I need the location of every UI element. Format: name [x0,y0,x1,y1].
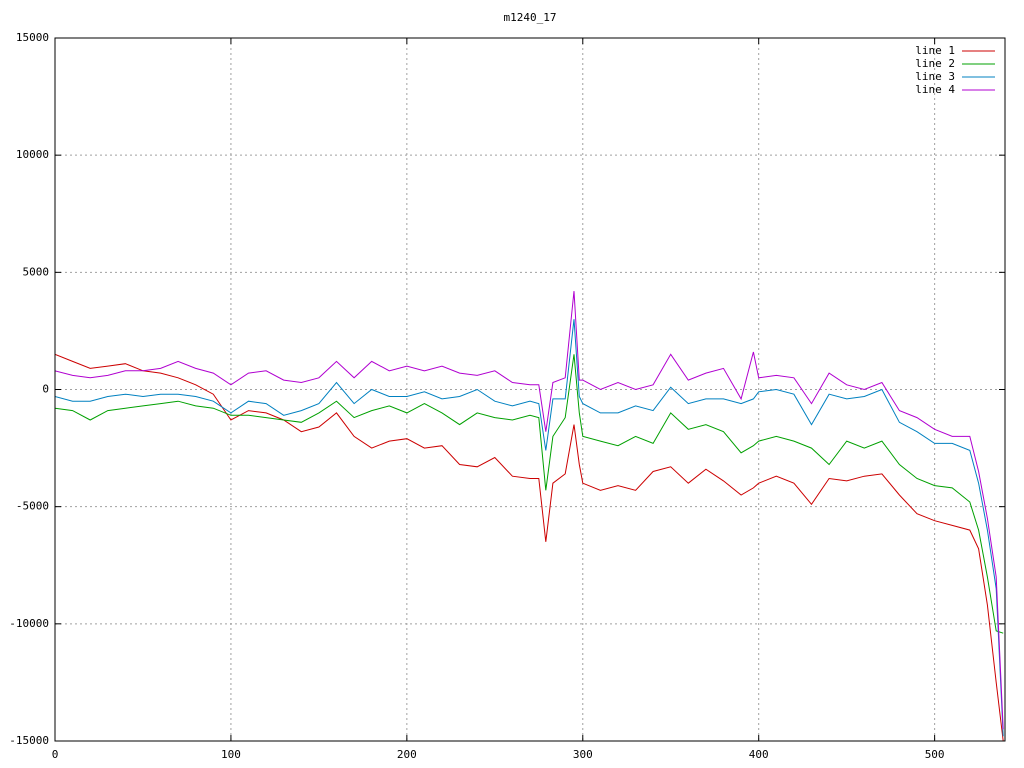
x-tick-label: 400 [749,748,769,761]
x-tick-label: 500 [925,748,945,761]
y-tick-label: -5000 [16,500,49,513]
x-tick-label: 200 [397,748,417,761]
chart-title: m1240_17 [504,11,557,24]
line-series [55,353,1004,741]
line-series [55,291,1004,730]
x-tick-label: 0 [52,748,59,761]
plot-border [54,37,1006,742]
y-tick-label: 10000 [16,148,49,161]
y-tick-label: 5000 [23,265,50,278]
line-series [55,354,1004,634]
plot-area [55,291,1004,741]
legend-label: line 4 [915,83,955,96]
x-tick-label: 300 [573,748,593,761]
legend-label: line 2 [915,57,955,70]
y-tick-label: 15000 [16,31,49,44]
line-series [55,319,1004,737]
y-tick-label: -10000 [9,617,49,630]
y-tick-label: 0 [42,383,49,396]
legend-label: line 1 [915,44,955,57]
y-tick-label: -15000 [9,734,49,747]
legend-label: line 3 [915,70,955,83]
x-tick-label: 100 [221,748,241,761]
